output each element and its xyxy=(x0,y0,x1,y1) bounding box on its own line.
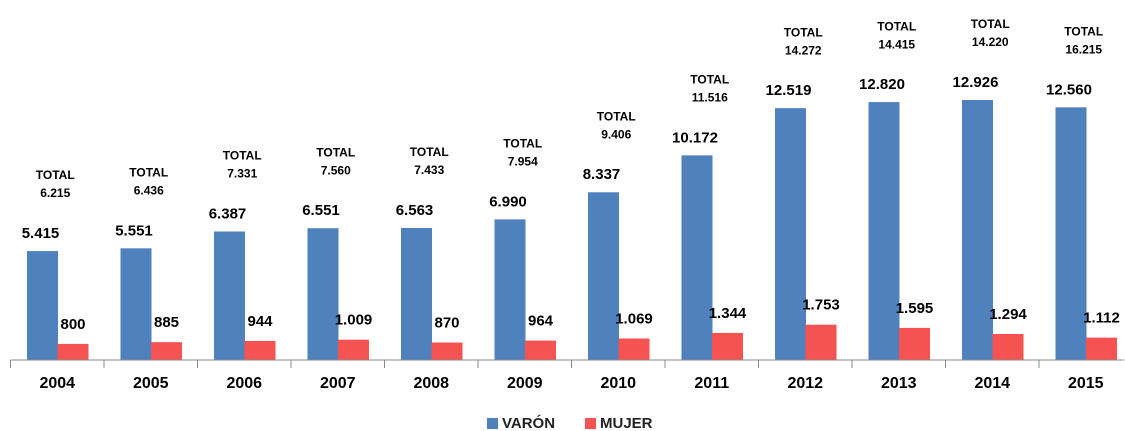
legend-swatch xyxy=(487,418,498,429)
total-value: 7.331 xyxy=(227,167,257,181)
total-label: TOTAL xyxy=(316,145,355,159)
x-tick-label: 2004 xyxy=(39,375,75,392)
bar xyxy=(431,342,463,360)
value-label: 12.820 xyxy=(859,76,905,93)
total-label: TOTAL xyxy=(690,73,729,87)
total-value: 7.433 xyxy=(414,163,444,177)
total-label: TOTAL xyxy=(503,137,542,151)
x-tick-label: 2005 xyxy=(133,375,169,392)
x-tick-label: 2010 xyxy=(600,375,636,392)
x-tick-label: 2008 xyxy=(413,375,449,392)
value-label: 12.560 xyxy=(1046,81,1092,98)
bar xyxy=(338,339,369,360)
total-label: TOTAL xyxy=(410,145,449,159)
total-label: TOTAL xyxy=(597,109,636,123)
bar xyxy=(494,219,526,360)
bar xyxy=(214,231,245,360)
total-value: 16.215 xyxy=(1065,42,1102,56)
value-label: 8.337 xyxy=(583,166,621,183)
bar xyxy=(962,99,993,361)
value-label: 5.551 xyxy=(115,222,153,239)
total-value: 14.415 xyxy=(878,37,915,51)
value-label: 1.112 xyxy=(1083,310,1120,327)
x-tick-label: 2011 xyxy=(694,375,729,392)
x-tick-label: 2009 xyxy=(507,375,543,392)
bar xyxy=(57,343,89,360)
total-label: TOTAL xyxy=(129,165,168,179)
total-value: 7.560 xyxy=(321,163,351,177)
total-label: TOTAL xyxy=(971,17,1010,31)
value-label: 1.753 xyxy=(802,297,840,314)
value-label: 1.344 xyxy=(709,305,747,322)
bar xyxy=(151,342,182,360)
legend-label: MUJER xyxy=(600,415,653,431)
total-value: 9.406 xyxy=(601,127,631,141)
value-label: 6.551 xyxy=(302,202,340,219)
total-label: TOTAL xyxy=(784,25,823,39)
value-label: 1.069 xyxy=(615,310,653,327)
value-label: 1.009 xyxy=(335,312,373,329)
value-label: 12.926 xyxy=(953,74,999,91)
value-label: 6.563 xyxy=(396,202,434,219)
x-tick-label: 2013 xyxy=(881,375,917,392)
value-label: 6.387 xyxy=(209,205,247,222)
total-label: TOTAL xyxy=(223,149,262,163)
bar xyxy=(307,228,339,360)
bar xyxy=(992,333,1024,360)
bar xyxy=(120,248,152,360)
bar xyxy=(681,155,713,360)
value-label: 5.415 xyxy=(22,225,60,242)
x-tick-label: 2015 xyxy=(1068,375,1104,392)
total-value: 6.215 xyxy=(40,186,70,200)
bar xyxy=(401,227,432,360)
x-tick-label: 2014 xyxy=(974,375,1010,392)
total-value: 14.220 xyxy=(972,35,1009,49)
total-label: TOTAL xyxy=(1064,24,1103,38)
bar xyxy=(712,332,743,360)
bar xyxy=(588,192,619,360)
bar xyxy=(899,327,930,360)
total-value: 7.954 xyxy=(508,155,538,169)
total-label: TOTAL xyxy=(877,19,916,33)
total-value: 6.436 xyxy=(134,183,164,197)
bar xyxy=(775,108,806,360)
value-label: 1.595 xyxy=(896,300,934,317)
bar xyxy=(805,324,837,360)
bar xyxy=(618,338,650,360)
legend-label: VARÓN xyxy=(502,414,555,431)
total-value: 14.272 xyxy=(785,43,822,57)
value-label: 885 xyxy=(154,314,179,331)
x-tick-label: 2006 xyxy=(226,375,262,392)
value-label: 870 xyxy=(434,314,459,331)
total-label: TOTAL xyxy=(36,168,75,182)
bar xyxy=(868,102,900,360)
legend-swatch xyxy=(585,418,596,429)
bar xyxy=(1055,107,1087,360)
bar xyxy=(525,340,556,360)
total-value: 11.516 xyxy=(692,91,728,105)
value-label: 10.172 xyxy=(672,129,718,146)
x-tick-label: 2007 xyxy=(320,375,356,392)
bar xyxy=(1086,337,1117,360)
value-label: 1.294 xyxy=(989,306,1027,323)
value-label: 800 xyxy=(60,316,85,333)
value-label: 6.990 xyxy=(489,193,527,210)
value-label: 944 xyxy=(247,313,273,330)
bar xyxy=(244,341,276,360)
value-label: 964 xyxy=(528,313,554,330)
x-tick-label: 2012 xyxy=(787,375,823,392)
value-label: 12.519 xyxy=(766,82,812,99)
bar xyxy=(27,251,58,360)
